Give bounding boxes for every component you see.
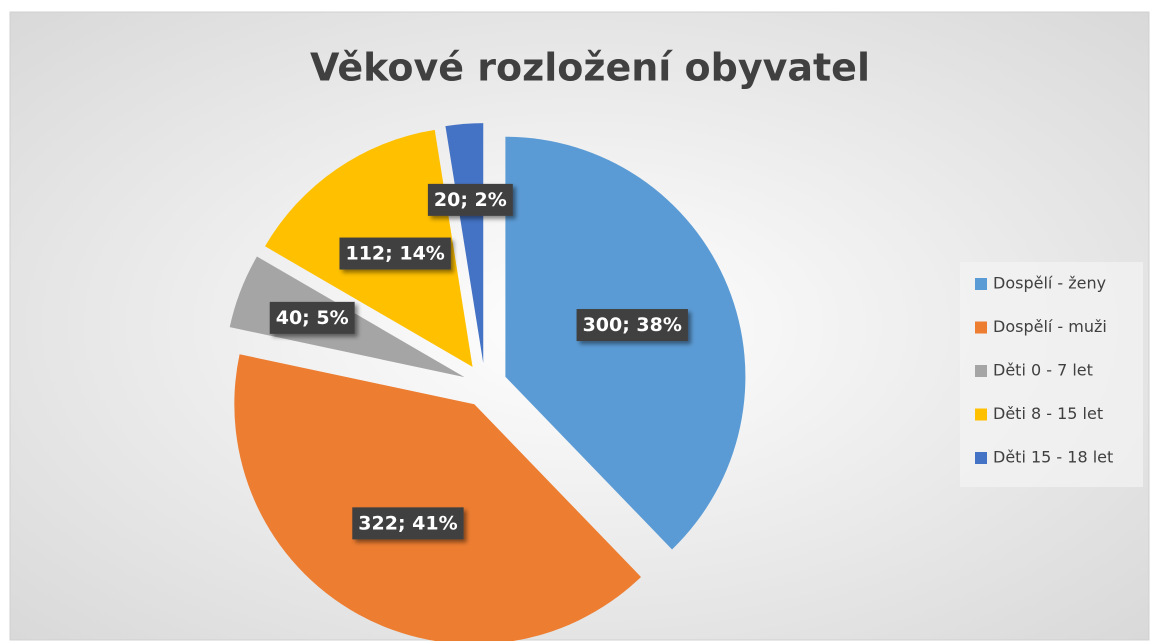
data-label-text: 112; 14% (345, 243, 444, 265)
legend-box (960, 262, 1143, 487)
data-label-box (352, 507, 464, 540)
legend-swatch (975, 321, 987, 334)
legend-swatch (975, 365, 987, 377)
legend-swatch (975, 452, 987, 464)
data-label: 40; 5% (269, 301, 355, 334)
legend-label: Děti 0 - 7 let (993, 361, 1093, 380)
data-label-text: 300; 38% (583, 314, 682, 336)
data-label-box (427, 183, 513, 216)
pie-slice (445, 123, 484, 364)
data-label: 322; 41% (352, 507, 464, 540)
chart-title: Věkové rozložení obyvatel (310, 46, 870, 90)
data-label-text: 322; 41% (358, 512, 457, 534)
data-label-box (269, 301, 355, 334)
legend-swatch (975, 278, 987, 290)
legend-label: Děti 15 - 18 let (993, 448, 1113, 467)
pie-slice (505, 136, 746, 550)
data-label-text: 40; 5% (276, 307, 349, 329)
data-label-box (339, 237, 451, 270)
data-label: 112; 14% (339, 237, 451, 270)
pie-slice (234, 354, 641, 641)
data-label-text: 20; 2% (434, 189, 507, 211)
legend-swatch (975, 408, 987, 421)
legend-label: Dospělí - muži (993, 317, 1107, 336)
legend-label: Děti 8 - 15 let (993, 404, 1103, 423)
data-label: 20; 2% (427, 183, 513, 216)
data-label-box (576, 309, 688, 342)
legend-label: Dospělí - ženy (993, 274, 1106, 293)
data-label: 300; 38% (576, 309, 688, 342)
